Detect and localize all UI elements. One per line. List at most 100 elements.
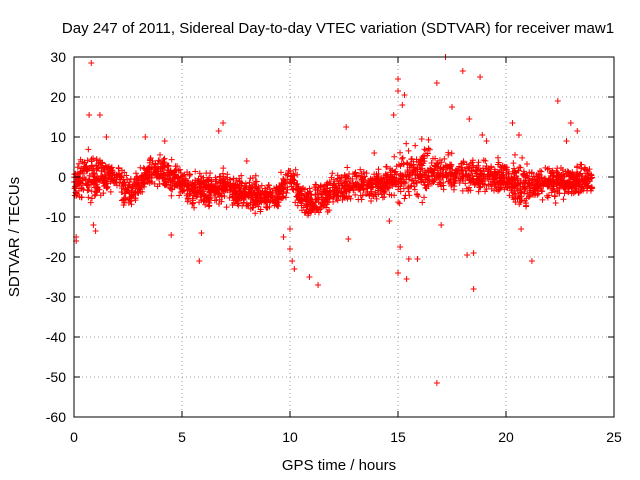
data-point xyxy=(287,167,294,174)
y-tick-label: -30 xyxy=(46,289,66,305)
data-point xyxy=(581,177,588,184)
data-point xyxy=(247,175,254,182)
data-point xyxy=(263,199,270,206)
data-point xyxy=(565,178,572,185)
data-point xyxy=(375,170,382,177)
data-point xyxy=(469,176,476,183)
data-point xyxy=(494,154,501,161)
data-point xyxy=(485,176,492,183)
data-point xyxy=(212,174,219,181)
data-point xyxy=(159,160,166,167)
data-point xyxy=(203,197,210,204)
data-point xyxy=(361,173,368,180)
data-point xyxy=(206,174,213,181)
data-point xyxy=(221,193,228,200)
data-point xyxy=(536,167,543,174)
data-point xyxy=(349,175,356,182)
data-point xyxy=(399,154,406,161)
data-point xyxy=(384,178,391,185)
data-point xyxy=(565,169,572,176)
data-point xyxy=(470,286,477,292)
data-point xyxy=(161,138,168,144)
data-point xyxy=(559,166,566,173)
data-point xyxy=(84,187,91,194)
y-tick-label: 10 xyxy=(50,129,66,145)
data-point xyxy=(313,196,320,203)
data-point xyxy=(405,256,412,262)
data-point xyxy=(403,276,410,282)
data-point xyxy=(181,171,188,178)
data-point xyxy=(144,178,151,185)
data-point xyxy=(162,182,169,189)
data-point xyxy=(171,183,178,190)
x-tick-label: 0 xyxy=(70,429,78,445)
data-point xyxy=(252,192,259,199)
data-point xyxy=(510,160,517,167)
data-point xyxy=(218,193,225,200)
data-point xyxy=(396,200,403,207)
data-point xyxy=(226,194,233,201)
data-point xyxy=(391,153,398,160)
data-point xyxy=(352,191,359,198)
data-point xyxy=(525,193,532,200)
data-point xyxy=(236,175,243,182)
data-point xyxy=(364,185,371,192)
data-point xyxy=(400,185,407,192)
data-point xyxy=(388,180,395,187)
data-point xyxy=(250,198,257,205)
data-point xyxy=(466,164,473,171)
data-point xyxy=(313,204,320,211)
data-point xyxy=(247,199,254,206)
data-point xyxy=(308,207,315,214)
data-point xyxy=(98,174,105,181)
data-point xyxy=(381,182,388,189)
data-point xyxy=(581,166,588,173)
data-point xyxy=(517,164,524,171)
data-point xyxy=(97,160,104,167)
y-tick-label: -20 xyxy=(46,249,66,265)
data-point xyxy=(475,162,482,169)
data-point xyxy=(465,187,472,194)
data-point xyxy=(188,183,195,190)
data-point xyxy=(575,186,582,193)
data-point xyxy=(123,172,130,179)
data-point xyxy=(400,178,407,185)
data-point xyxy=(160,159,167,166)
data-point xyxy=(128,193,135,200)
data-point xyxy=(134,173,141,180)
data-point xyxy=(264,204,271,211)
data-point xyxy=(330,182,337,189)
data-point xyxy=(322,190,329,197)
data-point xyxy=(468,168,475,175)
x-axis-label: GPS time / hours xyxy=(282,457,396,474)
data-point xyxy=(372,176,379,183)
data-point xyxy=(86,112,93,118)
data-point xyxy=(103,134,110,140)
data-point xyxy=(524,190,531,197)
data-point xyxy=(71,192,78,199)
data-point xyxy=(123,187,130,194)
data-point xyxy=(476,177,483,184)
data-point xyxy=(76,193,83,200)
data-point xyxy=(547,172,554,179)
data-point xyxy=(563,138,570,144)
chart-title: Day 247 of 2011, Sidereal Day-to-day VTE… xyxy=(62,20,614,37)
data-point xyxy=(280,234,287,240)
data-point xyxy=(207,182,214,189)
data-point xyxy=(533,172,540,179)
data-point xyxy=(492,172,499,179)
data-point xyxy=(137,164,144,171)
data-point xyxy=(85,146,92,153)
data-point xyxy=(465,172,472,179)
data-point xyxy=(495,159,502,166)
data-point xyxy=(472,181,479,188)
data-point xyxy=(144,173,151,180)
data-point xyxy=(419,199,426,206)
data-point xyxy=(480,175,487,182)
data-point xyxy=(517,180,524,187)
data-point xyxy=(151,166,158,173)
data-point xyxy=(547,178,554,185)
data-point xyxy=(449,181,456,188)
data-point xyxy=(561,180,568,187)
